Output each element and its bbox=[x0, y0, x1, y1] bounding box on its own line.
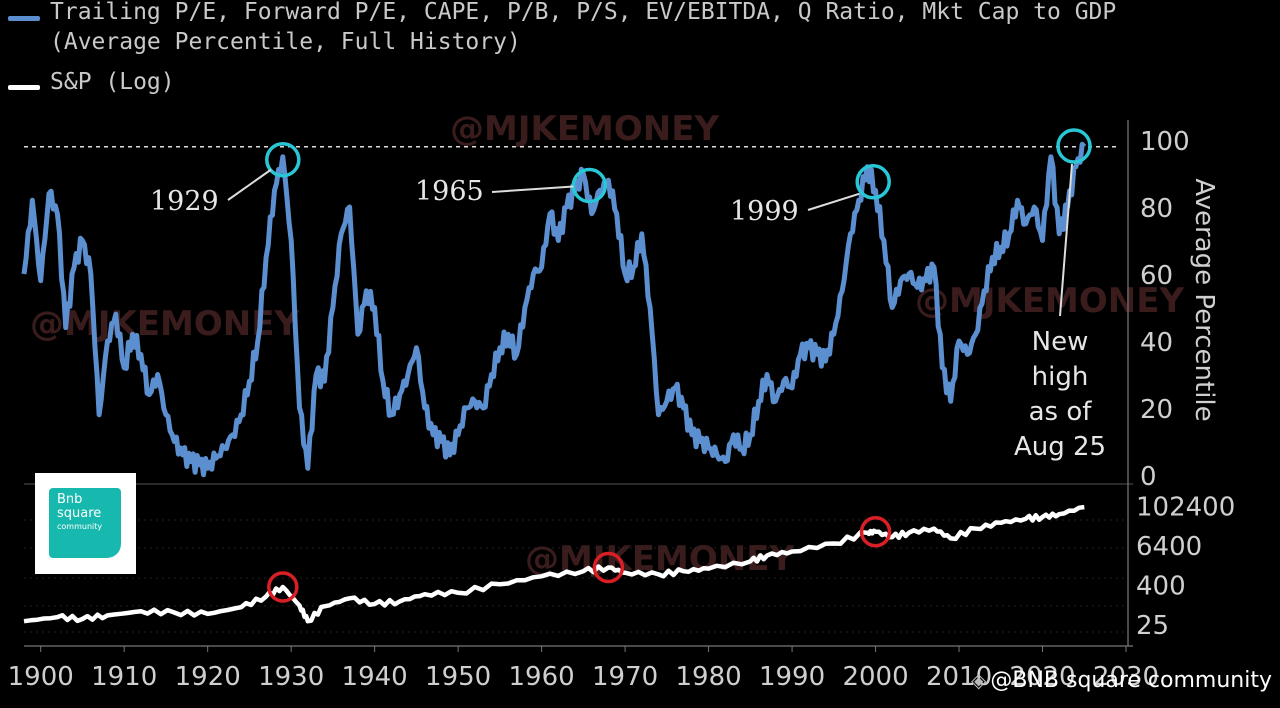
legend-swatch-valuation bbox=[8, 16, 40, 21]
y-tick-label-log-102400: 102400 bbox=[1136, 492, 1235, 522]
logo-text-line3: community bbox=[57, 522, 103, 531]
watermark-text-2: @MJKEMONEY bbox=[30, 304, 299, 344]
marker-red-circle-2000 bbox=[859, 515, 892, 548]
x-tick-label-2010: 2010 bbox=[926, 662, 992, 692]
x-tick-label-2020: 2020 bbox=[1009, 662, 1075, 692]
y-tick-label-100: 100 bbox=[1140, 127, 1190, 157]
series-line-valuation-percentile bbox=[21, 141, 1087, 478]
marker-circle-new-high bbox=[1056, 128, 1092, 164]
x-tick-label-1930: 1930 bbox=[258, 662, 324, 692]
watermark-text-3: @MJKEMONEY bbox=[915, 281, 1184, 321]
x-tick-label-1990: 1990 bbox=[759, 662, 825, 692]
annotation-label-new-high-line2: high bbox=[1032, 362, 1089, 392]
credit-watermark: ◈ @BNB square community bbox=[971, 668, 1272, 693]
legend-label-valuation-line1: Trailing P/E, Forward P/E, CAPE, P/B, P/… bbox=[50, 0, 1117, 25]
legend-swatch-sp bbox=[8, 85, 40, 90]
annotation-label-new-high-line3: as of bbox=[1029, 397, 1093, 427]
y-tick-label-40: 40 bbox=[1140, 328, 1173, 358]
x-tick-label-1900: 1900 bbox=[8, 662, 74, 692]
legend-label-sp: S&P (Log) bbox=[50, 69, 175, 95]
logo-text-line1: Bnb bbox=[57, 492, 83, 507]
annotation-leader-new-high bbox=[1059, 163, 1073, 317]
x-tick-label-2030: 2030 bbox=[1093, 662, 1159, 692]
y-tick-label-20: 20 bbox=[1140, 395, 1173, 425]
watermark-text-1: @MJKEMONEY bbox=[450, 109, 719, 149]
y-axis-label: Average Percentile bbox=[1189, 178, 1219, 421]
x-tick-label-2000: 2000 bbox=[842, 662, 908, 692]
x-tick-label-1940: 1940 bbox=[342, 662, 408, 692]
marker-red-circle-1968 bbox=[592, 551, 625, 584]
y-tick-label-log-25: 25 bbox=[1136, 611, 1169, 641]
annotation-label-1999: 1999 bbox=[730, 196, 799, 227]
annotation-label-new-high-line1: New bbox=[1032, 327, 1089, 357]
x-tick-label-1960: 1960 bbox=[509, 662, 575, 692]
marker-red-circle-1929 bbox=[267, 571, 299, 603]
logo-card: Bnb square community bbox=[49, 488, 121, 558]
y-tick-label-log-400: 400 bbox=[1136, 571, 1186, 601]
marker-circle-1929 bbox=[265, 142, 301, 178]
y-tick-label-log-6400: 6400 bbox=[1136, 532, 1202, 562]
x-tick-label-1970: 1970 bbox=[592, 662, 658, 692]
annotation-label-new-high-line4: Aug 25 bbox=[1014, 432, 1106, 462]
y-tick-label-0: 0 bbox=[1140, 462, 1157, 492]
annotation-leader-1999 bbox=[807, 192, 860, 211]
annotation-leader-1929 bbox=[227, 168, 272, 201]
x-tick-label-1950: 1950 bbox=[425, 662, 491, 692]
binance-diamond-icon: ◈ bbox=[970, 668, 987, 692]
annotation-leader-1965 bbox=[491, 185, 574, 193]
x-tick-label-1980: 1980 bbox=[675, 662, 741, 692]
bnb-square-logo: Bnb square community bbox=[35, 473, 136, 574]
legend-label-valuation-line2: (Average Percentile, Full History) bbox=[50, 29, 521, 55]
y-tick-label-60: 60 bbox=[1140, 261, 1173, 291]
credit-text: @BNB square community bbox=[990, 668, 1272, 693]
annotation-label-1965: 1965 bbox=[415, 176, 484, 207]
logo-text-line2: square bbox=[57, 506, 102, 521]
x-tick-label-1920: 1920 bbox=[175, 662, 241, 692]
x-tick-label-1910: 1910 bbox=[91, 662, 157, 692]
y-tick-label-80: 80 bbox=[1140, 194, 1173, 224]
marker-circle-1999 bbox=[855, 164, 891, 200]
annotation-label-1929: 1929 bbox=[150, 186, 219, 217]
marker-circle-1965 bbox=[571, 167, 608, 204]
